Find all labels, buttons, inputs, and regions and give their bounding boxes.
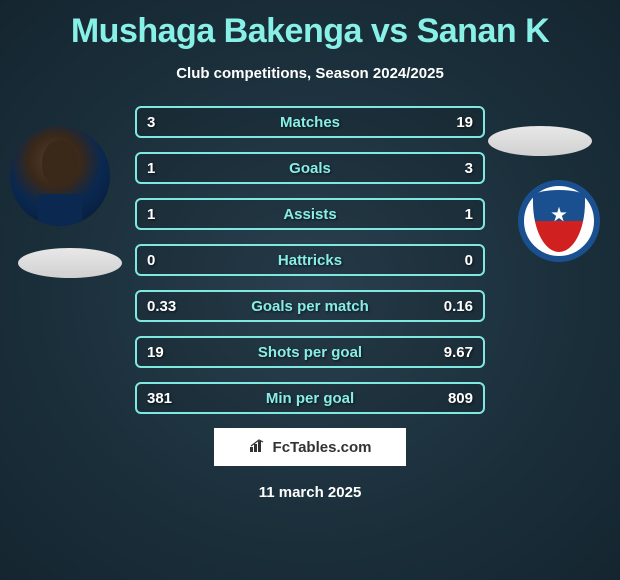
date-text: 11 march 2025 — [0, 484, 620, 501]
stat-label: Assists — [137, 206, 483, 223]
stat-label: Goals per match — [137, 298, 483, 315]
stat-label: Shots per goal — [137, 344, 483, 361]
stat-right-value: 9.67 — [444, 344, 473, 361]
player-left-flag — [18, 248, 122, 278]
stat-right-value: 3 — [465, 160, 473, 177]
stat-row: 1 Assists 1 — [135, 198, 485, 230]
page-title: Mushaga Bakenga vs Sanan K — [0, 0, 620, 51]
player-right-flag — [488, 126, 592, 156]
stat-row: 381 Min per goal 809 — [135, 382, 485, 414]
stat-row: 0.33 Goals per match 0.16 — [135, 290, 485, 322]
stat-row: 3 Matches 19 — [135, 106, 485, 138]
footer-site-badge[interactable]: FcTables.com — [214, 428, 406, 466]
stat-right-value: 19 — [456, 114, 473, 131]
stat-label: Min per goal — [137, 390, 483, 407]
subtitle: Club competitions, Season 2024/2025 — [0, 65, 620, 82]
player-left-avatar — [10, 126, 110, 226]
stat-right-value: 1 — [465, 206, 473, 223]
stat-label: Matches — [137, 114, 483, 131]
stat-label: Goals — [137, 160, 483, 177]
jamshedpur-fc-badge-icon — [533, 190, 585, 252]
footer-site-text: FcTables.com — [273, 439, 372, 456]
player-right-club-badge — [518, 180, 600, 262]
stat-left-value: 1 — [147, 206, 155, 223]
stat-right-value: 0 — [465, 252, 473, 269]
stat-row: 1 Goals 3 — [135, 152, 485, 184]
stat-left-value: 0.33 — [147, 298, 176, 315]
stat-right-value: 0.16 — [444, 298, 473, 315]
bar-chart-icon — [249, 439, 267, 456]
stats-table: 3 Matches 19 1 Goals 3 1 Assists 1 0 Hat… — [135, 106, 485, 414]
stat-left-value: 1 — [147, 160, 155, 177]
stat-row: 0 Hattricks 0 — [135, 244, 485, 276]
stat-left-value: 381 — [147, 390, 172, 407]
stat-left-value: 0 — [147, 252, 155, 269]
stat-row: 19 Shots per goal 9.67 — [135, 336, 485, 368]
stat-label: Hattricks — [137, 252, 483, 269]
stat-left-value: 3 — [147, 114, 155, 131]
stat-right-value: 809 — [448, 390, 473, 407]
stat-left-value: 19 — [147, 344, 164, 361]
